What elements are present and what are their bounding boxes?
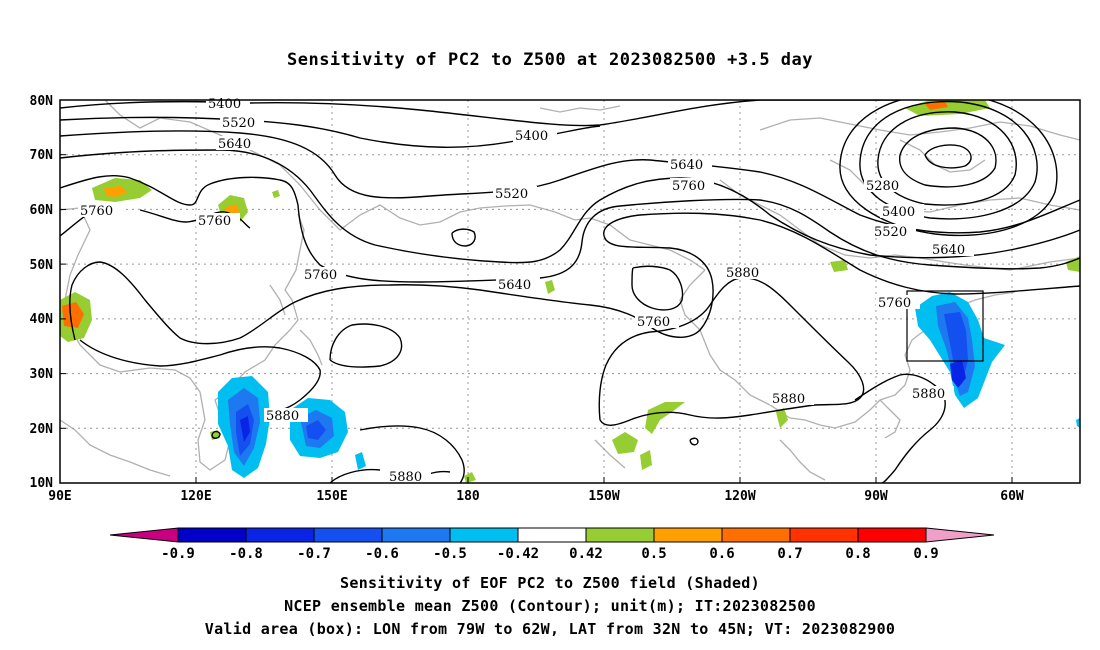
lon-label: 150E (316, 489, 347, 504)
contour-label: 5880 (266, 409, 299, 424)
contour-label: 5400 (515, 129, 548, 144)
positive-patch (925, 101, 948, 110)
colorbar-label: 0.6 (709, 546, 734, 560)
negative-patch (950, 360, 966, 388)
lat-label: 20N (30, 422, 54, 437)
colorbar-label: -0.7 (297, 546, 331, 560)
contour-label: 5520 (222, 116, 255, 131)
negative-patch (240, 416, 250, 442)
positive-patch (645, 402, 685, 434)
colorbar-swatch (449, 527, 519, 543)
contour-label: 5640 (218, 137, 251, 152)
contour-label: 5640 (670, 158, 703, 173)
contour-label: 5760 (637, 315, 670, 330)
lat-labels: 80N 70N 60N 50N 40N 30N 20N 10N (30, 94, 54, 491)
lat-label: 60N (30, 203, 54, 218)
colorbar-swatch (925, 527, 995, 543)
colorbar-label: 0.7 (777, 546, 802, 560)
contour-label: 5880 (389, 470, 422, 485)
coastlines (60, 100, 1080, 481)
positive-patch (640, 450, 652, 470)
contour-label: 5640 (932, 243, 965, 258)
contour-label: 5880 (772, 392, 805, 407)
colorbar-swatch (245, 527, 315, 543)
colorbar-swatch (517, 527, 587, 543)
lat-label: 30N (30, 367, 54, 382)
colorbar-label: -0.6 (365, 546, 399, 560)
map-title: Sensitivity of PC2 to Z500 at 2023082500… (286, 50, 813, 70)
map-frame (59, 99, 1081, 484)
positive-patch (224, 204, 240, 214)
lon-label: 90W (864, 489, 888, 504)
lat-label: 80N (30, 94, 54, 109)
tick-marks (60, 99, 1013, 483)
positive-patch (464, 472, 476, 483)
positive-patch (104, 186, 128, 197)
caption-line-3: Valid area (box): LON from 79W to 62W, L… (204, 620, 896, 638)
positive-patch (62, 302, 84, 328)
lon-label: 90E (48, 489, 71, 504)
contour-label: 5640 (498, 278, 531, 293)
colorbar-label: -0.9 (161, 546, 195, 560)
positive-patch (272, 190, 280, 198)
valid-area-box (906, 290, 984, 362)
lat-label: 40N (30, 312, 54, 327)
colorbar-label: -0.8 (229, 546, 263, 560)
lon-label: 150W (588, 489, 619, 504)
caption-line-1: Sensitivity of EOF PC2 to Z500 field (Sh… (340, 574, 760, 592)
lat-label: 70N (30, 148, 54, 163)
colorbar-label: 0.42 (569, 546, 603, 560)
colorbar-swatch (177, 527, 247, 543)
colorbar-label: 0.9 (913, 546, 938, 560)
contour-label: 5760 (672, 179, 705, 194)
sensitivity-map: 5400 5520 5640 5760 5400 5520 5640 5760 … (30, 94, 1081, 560)
colorbar-label: 0.8 (845, 546, 870, 560)
positive-patch (830, 260, 848, 272)
colorbar-labels: -0.9 -0.8 -0.7 -0.6 -0.5 -0.42 0.42 0.5 … (161, 546, 939, 560)
colorbar-swatch (585, 527, 655, 543)
colorbar-label: -0.5 (433, 546, 467, 560)
contour-label: 5520 (495, 187, 528, 202)
contour-label: 5760 (80, 204, 113, 219)
colorbar-label: 0.5 (641, 546, 666, 560)
lon-label: 120E (180, 489, 211, 504)
contour-label: 5880 (726, 266, 759, 281)
caption-line-2: NCEP ensemble mean Z500 (Contour); unit(… (284, 597, 816, 615)
positive-patch (905, 100, 990, 116)
colorbar-swatch (653, 527, 723, 543)
contour-label: 5760 (304, 268, 337, 283)
contour-label: 5400 (882, 205, 915, 220)
colorbar-swatch (857, 527, 927, 543)
lon-labels: 90E 120E 150E 180 150W 120W 90W 60W (48, 489, 1024, 504)
lat-label: 50N (30, 258, 54, 273)
colorbar-swatch (109, 527, 179, 543)
negative-patch (306, 420, 326, 440)
colorbar-swatch (381, 527, 451, 543)
contour-label: 5280 (866, 179, 899, 194)
positive-patch (545, 280, 555, 294)
colorbar-label: -0.42 (497, 546, 539, 560)
colorbar-swatch (789, 527, 859, 543)
lat-label: 10N (30, 476, 54, 491)
z500-contours (60, 100, 1080, 483)
positive-patch (776, 408, 788, 428)
contour-label: 5760 (878, 296, 911, 311)
lon-label: 180 (456, 489, 480, 504)
lon-label: 60W (1000, 489, 1024, 504)
colorbar-swatch (721, 527, 791, 543)
colorbar-swatch (313, 527, 383, 543)
negative-patch (1076, 418, 1080, 428)
positive-patch (612, 432, 638, 454)
contour-label: 5880 (912, 387, 945, 402)
colorbar (109, 527, 995, 543)
contour-label: 5520 (874, 225, 907, 240)
contour-label: 5760 (198, 214, 231, 229)
lon-label: 120W (724, 489, 755, 504)
negative-patch (355, 452, 366, 470)
